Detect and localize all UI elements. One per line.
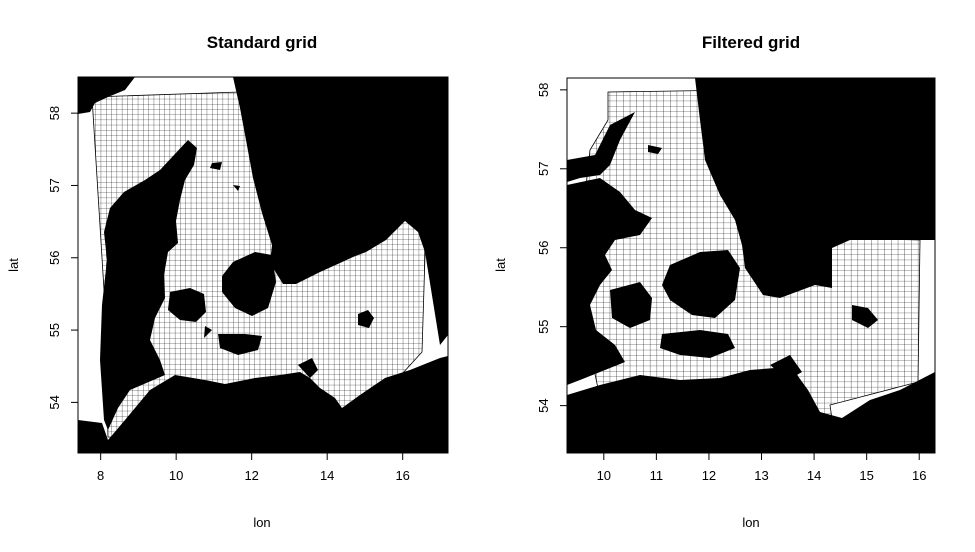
x-tick-label: 10	[169, 468, 183, 483]
x-tick-label: 8	[97, 468, 104, 483]
land-norway	[567, 112, 635, 182]
land-jutland	[100, 140, 197, 430]
land-zealand	[662, 250, 740, 318]
land-small-islands	[648, 145, 662, 154]
panel-standard-grid: Standard grid	[6, 33, 449, 530]
land-ruegen	[770, 355, 802, 380]
axis-ticks: 8 10 12 14 16 54 55 56 57 58	[47, 106, 410, 483]
y-tick-label: 57	[47, 178, 62, 192]
land-funen	[168, 288, 206, 322]
x-tick-label: 12	[702, 468, 716, 483]
y-tick-label: 55	[536, 319, 551, 333]
land-laeso	[210, 162, 222, 170]
land-germany-poland	[567, 368, 935, 453]
y-tick-label: 54	[47, 395, 62, 409]
y-axis-label: lat	[6, 258, 21, 272]
panel-filtered-grid: Filtered grid 10 11 12 13 14	[493, 33, 936, 530]
y-axis-label: lat	[493, 258, 508, 272]
x-tick-label: 14	[320, 468, 334, 483]
land-small-islands	[204, 326, 212, 338]
land-bornholm	[358, 310, 374, 328]
map-area	[78, 77, 448, 453]
x-axis-label: lon	[742, 515, 759, 530]
plot-frame	[566, 77, 936, 454]
x-tick-label: 10	[597, 468, 611, 483]
land-ruegen	[298, 358, 318, 378]
land-sweden	[695, 78, 935, 298]
plot-frame	[77, 76, 449, 454]
y-tick-label: 56	[536, 241, 551, 255]
x-tick-label: 12	[244, 468, 258, 483]
land-sweden	[233, 77, 448, 345]
x-tick-label: 16	[912, 468, 926, 483]
x-axis-label: lon	[253, 515, 270, 530]
y-tick-label: 58	[47, 106, 62, 120]
y-tick-label: 56	[47, 251, 62, 265]
land-germany-poland	[78, 356, 448, 453]
chart-title: Standard grid	[207, 33, 318, 52]
map-area	[567, 78, 935, 453]
x-tick-label: 14	[807, 468, 821, 483]
axis-ticks: 10 11 12 13 14 15 16 54 55 56 57 58	[536, 83, 926, 483]
land-zealand	[222, 252, 276, 316]
y-tick-label: 54	[536, 398, 551, 412]
land-lolland	[660, 330, 735, 358]
y-tick-label: 55	[47, 323, 62, 337]
y-tick-label: 58	[536, 83, 551, 97]
x-tick-label: 13	[754, 468, 768, 483]
land-bornholm	[852, 305, 878, 328]
land-lolland	[218, 334, 262, 355]
land-anholt	[233, 185, 240, 191]
x-tick-label: 16	[395, 468, 409, 483]
land-funen	[610, 282, 652, 328]
chart-title: Filtered grid	[702, 33, 800, 52]
land-jutland	[567, 178, 652, 385]
y-tick-label: 57	[536, 162, 551, 176]
x-tick-label: 11	[650, 468, 664, 483]
x-tick-label: 15	[859, 468, 873, 483]
land-norway	[78, 77, 135, 114]
